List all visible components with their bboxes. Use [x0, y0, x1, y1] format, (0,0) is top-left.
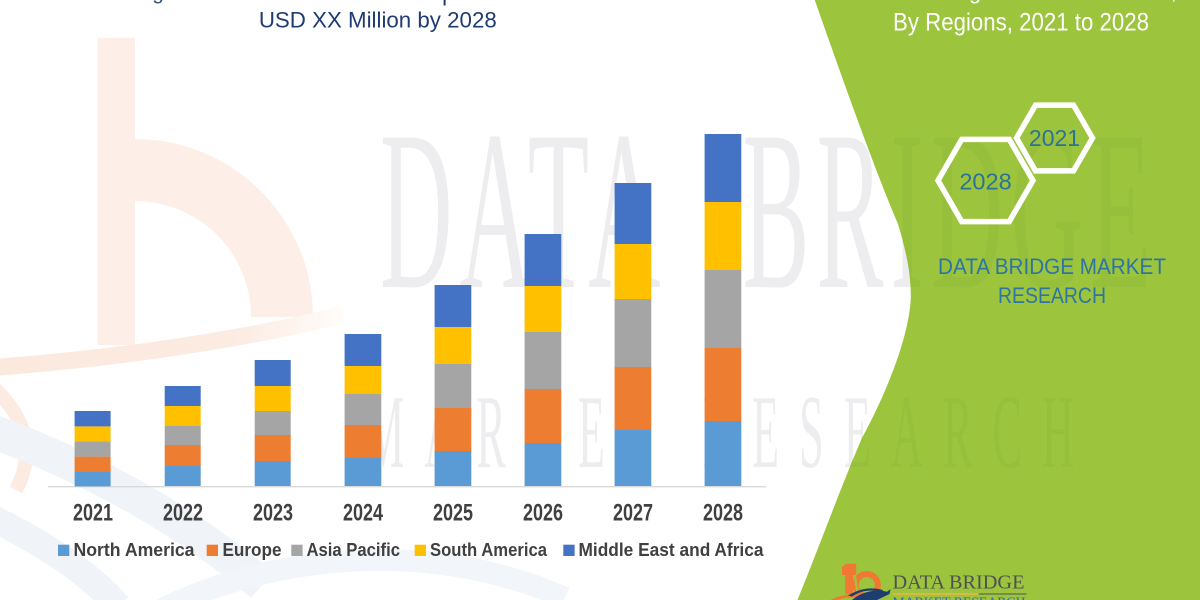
svg-text:North America: North America [74, 540, 196, 560]
svg-text:2026: 2026 [523, 500, 563, 527]
svg-text:2024: 2024 [343, 500, 383, 527]
svg-text:MARKET RESEARCH: MARKET RESEARCH [893, 595, 1026, 600]
svg-text:2027: 2027 [613, 500, 653, 527]
svg-text:Asia Pacific: Asia Pacific [307, 540, 401, 560]
svg-text:2022: 2022 [163, 500, 203, 527]
svg-text:DATA BRIDGE: DATA BRIDGE [893, 573, 1025, 594]
svg-text:South America: South America [430, 540, 548, 560]
svg-text:Global Surgical Liahtina Marke: Global Surgical Liahtina Market, [865, 0, 1177, 4]
svg-text:2025: 2025 [433, 500, 473, 527]
svg-text:Middle East and Africa: Middle East and Africa [579, 540, 765, 560]
svg-text:Europe: Europe [223, 540, 282, 560]
svg-text:By Regions, 2021 to 2028: By Regions, 2021 to 2028 [893, 9, 1149, 37]
svg-text:2021: 2021 [73, 500, 113, 527]
svg-text:DATA BRIDGE MARKET: DATA BRIDGE MARKET [938, 254, 1166, 279]
svg-text:Global Surgical Liahtina Marke: Global Surgical Liahtina Market is Exoec… [53, 0, 549, 4]
svg-text:USD XX Million by 2028: USD XX Million by 2028 [259, 7, 497, 32]
svg-text:2021: 2021 [1029, 125, 1080, 151]
svg-text:2028: 2028 [959, 169, 1011, 195]
svg-text:2028: 2028 [703, 500, 743, 527]
svg-text:2023: 2023 [253, 500, 293, 527]
svg-text:RESEARCH: RESEARCH [998, 283, 1106, 308]
